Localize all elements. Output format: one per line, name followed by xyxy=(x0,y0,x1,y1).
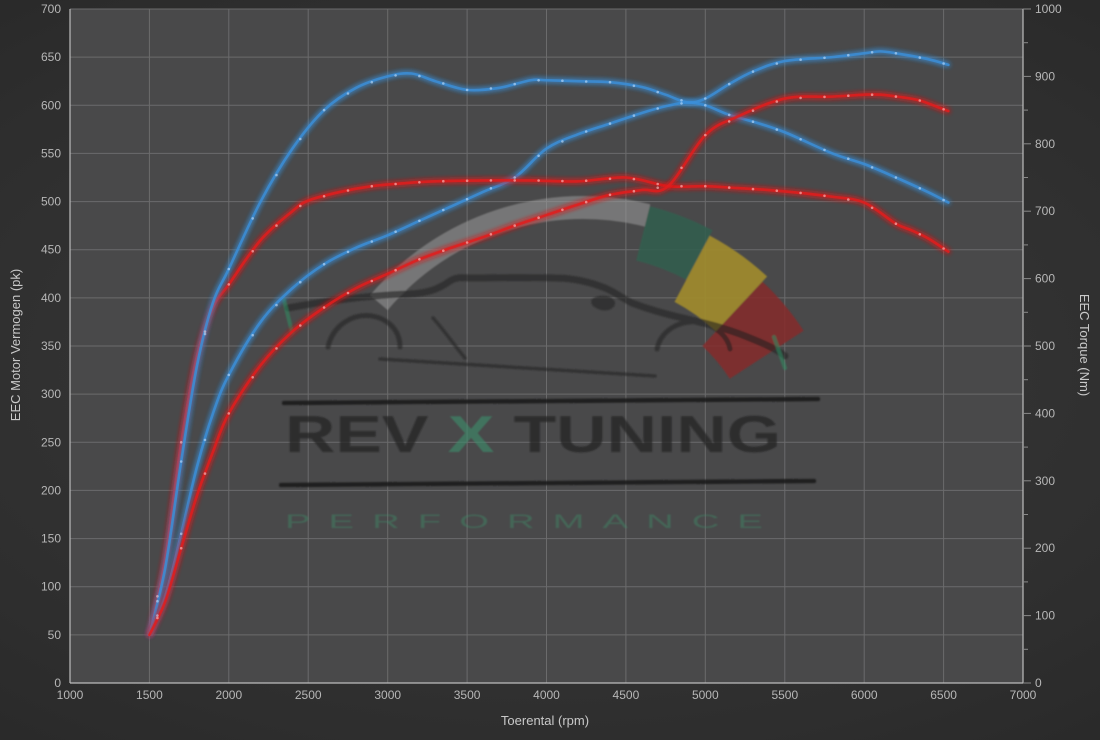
svg-text:6000: 6000 xyxy=(851,688,878,702)
svg-text:700: 700 xyxy=(41,2,61,16)
svg-text:500: 500 xyxy=(41,195,61,209)
svg-text:350: 350 xyxy=(41,339,61,353)
svg-text:200: 200 xyxy=(41,483,61,497)
svg-text:100: 100 xyxy=(41,580,61,594)
svg-text:300: 300 xyxy=(1035,474,1055,488)
svg-text:500: 500 xyxy=(1035,339,1055,353)
svg-text:1500: 1500 xyxy=(136,688,163,702)
svg-text:2000: 2000 xyxy=(215,688,242,702)
svg-text:REV X TUNING: REV X TUNING xyxy=(285,406,781,464)
svg-text:Toerental (rpm): Toerental (rpm) xyxy=(501,713,589,728)
svg-text:EEC Torque (Nm): EEC Torque (Nm) xyxy=(1077,294,1092,396)
svg-text:EEC Motor Vermogen (pk): EEC Motor Vermogen (pk) xyxy=(8,269,23,421)
svg-text:4000: 4000 xyxy=(533,688,560,702)
svg-text:5500: 5500 xyxy=(771,688,798,702)
svg-text:5000: 5000 xyxy=(692,688,719,702)
svg-text:100: 100 xyxy=(1035,609,1055,623)
svg-text:900: 900 xyxy=(1035,69,1055,83)
svg-text:50: 50 xyxy=(48,628,62,642)
svg-text:400: 400 xyxy=(1035,406,1055,420)
svg-text:1000: 1000 xyxy=(1035,2,1062,16)
svg-text:150: 150 xyxy=(41,532,61,546)
svg-text:650: 650 xyxy=(41,50,61,64)
svg-text:PERFORMANCE: PERFORMANCE xyxy=(285,512,781,533)
svg-text:6500: 6500 xyxy=(930,688,957,702)
svg-text:2500: 2500 xyxy=(295,688,322,702)
svg-text:4500: 4500 xyxy=(613,688,640,702)
svg-text:200: 200 xyxy=(1035,541,1055,555)
svg-text:600: 600 xyxy=(1035,272,1055,286)
svg-text:450: 450 xyxy=(41,243,61,257)
svg-text:7000: 7000 xyxy=(1010,688,1037,702)
svg-text:800: 800 xyxy=(1035,137,1055,151)
svg-text:400: 400 xyxy=(41,291,61,305)
svg-text:0: 0 xyxy=(1035,676,1042,690)
svg-text:3000: 3000 xyxy=(374,688,401,702)
svg-text:3500: 3500 xyxy=(454,688,481,702)
svg-text:1000: 1000 xyxy=(57,688,84,702)
svg-text:300: 300 xyxy=(41,387,61,401)
svg-text:0: 0 xyxy=(54,676,61,690)
svg-text:600: 600 xyxy=(41,98,61,112)
svg-text:250: 250 xyxy=(41,435,61,449)
svg-text:700: 700 xyxy=(1035,204,1055,218)
svg-text:550: 550 xyxy=(41,146,61,160)
